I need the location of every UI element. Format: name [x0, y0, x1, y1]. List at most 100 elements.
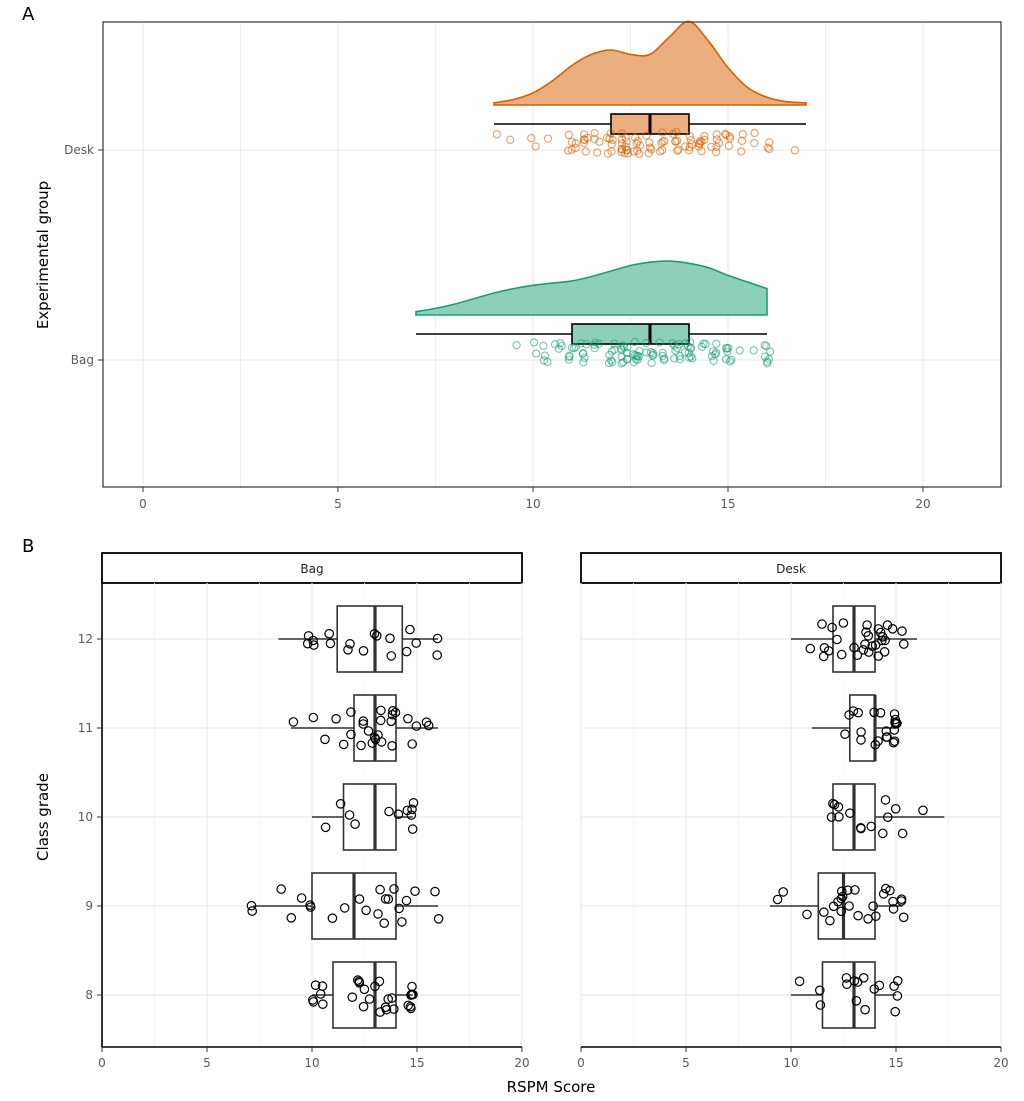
point: [880, 883, 891, 894]
point: [889, 736, 900, 746]
point-desk: [673, 146, 682, 155]
point: [308, 712, 319, 723]
point-desk: [571, 139, 580, 148]
point: [387, 993, 397, 1003]
y-tick-label: 12: [78, 632, 93, 646]
point-desk: [564, 130, 573, 140]
y-tick-label: Bag: [71, 353, 94, 367]
point-desk: [672, 127, 681, 137]
point: [358, 716, 369, 726]
point-desk: [595, 137, 604, 146]
point-desk: [737, 136, 747, 145]
point: [308, 640, 319, 650]
point-desk: [712, 148, 721, 157]
point-bag: [605, 350, 614, 360]
point: [375, 715, 386, 726]
point-bag: [512, 340, 521, 350]
point-bag: [727, 355, 736, 364]
point-desk: [623, 145, 632, 155]
point: [324, 628, 334, 639]
point-desk: [737, 147, 746, 156]
point: [828, 798, 838, 809]
point: [338, 739, 349, 750]
point-bag: [594, 339, 604, 348]
point-bag: [670, 354, 679, 363]
point: [364, 994, 375, 1004]
point-desk: [707, 142, 716, 151]
point: [310, 980, 321, 990]
point-desk: [593, 148, 602, 157]
point-bag: [641, 338, 651, 348]
point: [410, 886, 420, 896]
point: [888, 737, 899, 748]
point-desk: [579, 135, 589, 144]
point: [361, 905, 371, 916]
point-desk: [750, 128, 759, 138]
point-bag: [532, 349, 541, 358]
point-bag: [540, 351, 550, 360]
point: [887, 623, 898, 634]
point-bag: [760, 352, 769, 361]
facet-strip-label: Desk: [776, 562, 806, 576]
point-bag: [610, 339, 619, 348]
point-bag: [623, 355, 632, 364]
point: [320, 822, 331, 833]
point: [889, 709, 900, 719]
point: [407, 739, 417, 749]
point: [356, 740, 366, 751]
point: [397, 917, 407, 927]
point-bag: [529, 338, 539, 347]
point-bag: [591, 338, 600, 347]
point-desk: [658, 128, 667, 137]
point-desk: [645, 143, 655, 152]
point: [853, 707, 863, 718]
point-bag: [712, 339, 721, 348]
point: [369, 732, 380, 743]
point-desk: [750, 138, 759, 148]
point: [432, 633, 443, 644]
point-desk: [658, 137, 667, 146]
panel-a-y-axis: Desk Bag: [64, 143, 103, 367]
point: [892, 991, 903, 1001]
x-tick-label: 0: [98, 1056, 106, 1070]
point: [411, 638, 421, 648]
x-tick-label: 20: [915, 497, 930, 511]
point-desk: [527, 134, 536, 143]
point: [315, 989, 326, 999]
point: [379, 918, 389, 928]
point-bag: [670, 341, 679, 350]
point-bag: [764, 355, 774, 364]
point: [833, 896, 843, 907]
point: [405, 624, 415, 635]
boxplot-grade-12: [278, 605, 443, 673]
point: [834, 811, 844, 822]
x-tick-label: 5: [334, 497, 342, 511]
point-desk: [590, 135, 599, 144]
point-desk: [674, 145, 683, 154]
point-bag: [684, 353, 694, 362]
point: [856, 727, 866, 737]
point: [869, 707, 879, 718]
point-bag: [686, 352, 695, 361]
point: [373, 909, 383, 919]
point: [844, 901, 854, 911]
point: [868, 901, 878, 911]
y-tick-label: 11: [78, 721, 93, 735]
point-desk: [543, 134, 553, 143]
point-desk: [763, 143, 772, 152]
x-tick-label: 15: [409, 1056, 424, 1070]
point: [380, 894, 391, 904]
point: [383, 894, 394, 904]
point: [401, 895, 412, 906]
panel-a-x-axis: 0 5 10 15 20: [139, 487, 931, 511]
point-bag: [569, 343, 579, 353]
point-desk: [567, 145, 576, 154]
point: [345, 638, 355, 649]
point: [837, 891, 848, 902]
point: [838, 618, 849, 628]
point-desk: [655, 147, 665, 156]
point: [858, 644, 869, 655]
point-bag: [606, 356, 616, 365]
point: [407, 981, 417, 992]
point: [401, 646, 412, 657]
